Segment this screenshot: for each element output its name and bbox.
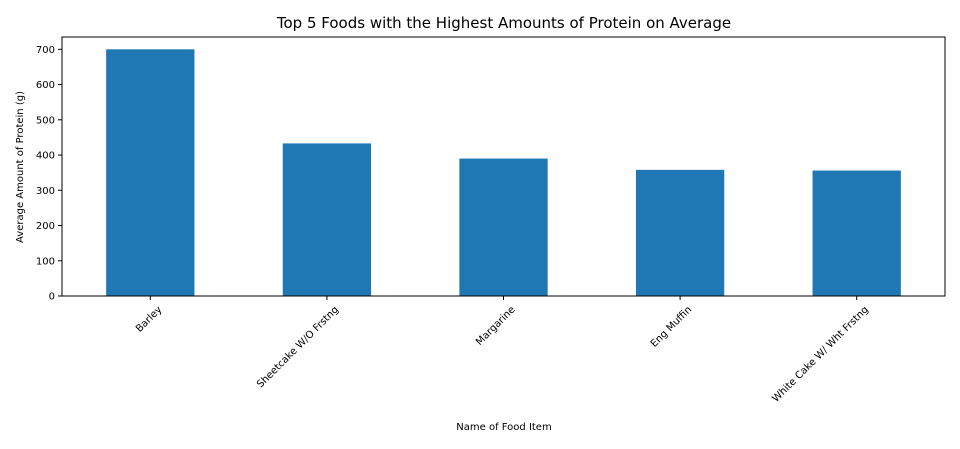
x-tick-label-3: Eng Muffin — [649, 304, 694, 349]
plot-frame — [61, 36, 946, 297]
y-tick-label-1: 100 — [36, 256, 55, 267]
y-tick-label-2: 200 — [36, 221, 55, 232]
y-tick-label-4: 400 — [36, 151, 55, 162]
x-tick-label-1: Sheetcake W/O Frstng — [255, 304, 341, 390]
y-tick-label-7: 700 — [36, 45, 55, 56]
y-axis: 0 100 200 300 400 500 600 700 — [36, 45, 62, 303]
bar-3 — [635, 169, 725, 296]
x-axis: Barley Sheetcake W/O Frstng Margarine Eng M… — [134, 296, 871, 405]
bar-0 — [106, 49, 195, 297]
y-tick-label-5: 500 — [36, 115, 55, 126]
y-axis-label: Average Amount of Protein (g) — [15, 91, 26, 243]
x-tick-label-4: White Cake W/ Wht Frstng — [771, 304, 871, 404]
y-tick-label-6: 600 — [36, 80, 55, 91]
bar-2 — [459, 158, 548, 296]
x-tick-label-2: Margarine — [474, 304, 518, 348]
y-tick-label-0: 0 — [49, 292, 55, 303]
bar-4 — [812, 170, 901, 296]
bars-layer — [106, 49, 901, 297]
x-axis-label: Name of Food Item — [456, 422, 551, 433]
y-tick-label-3: 300 — [36, 186, 55, 197]
chart-title: Top 5 Foods with the Highest Amounts of … — [276, 14, 731, 32]
x-tick-label-0: Barley — [134, 304, 164, 334]
bar-1 — [282, 143, 372, 296]
